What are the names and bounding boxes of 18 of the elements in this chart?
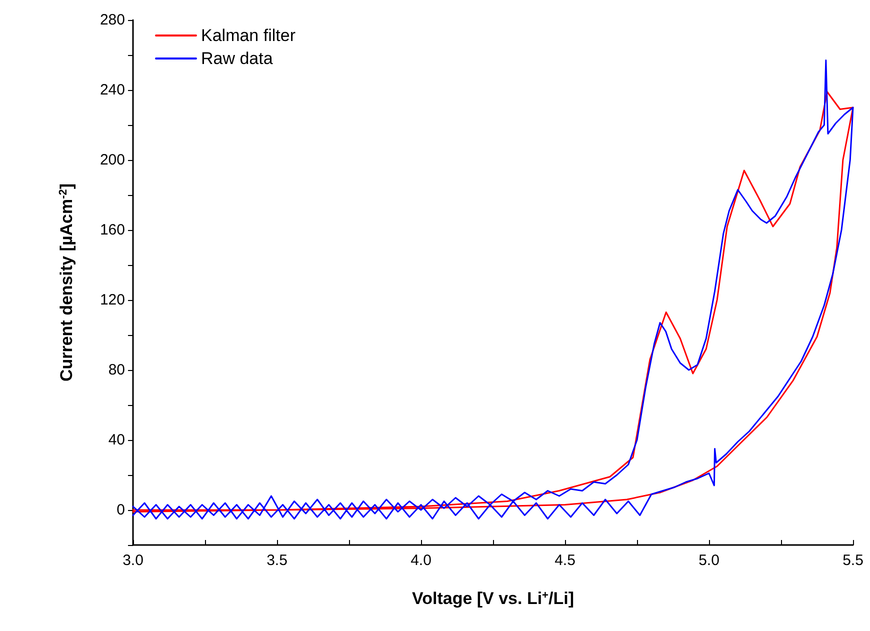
y-tick-label: 80	[108, 362, 125, 378]
y-tick-label: 160	[100, 222, 125, 238]
x-axis-title: Voltage [V vs. Li+/Li]	[412, 589, 574, 608]
x-tick-label: 5.5	[842, 552, 864, 569]
legend-label: Raw data	[201, 49, 274, 68]
y-axis-title: Current density [µAcm-2]	[57, 183, 76, 382]
x-tick-label: 3.5	[266, 552, 288, 569]
y-tick-label: 0	[116, 502, 125, 518]
x-tick-label: 3.0	[122, 552, 144, 569]
y-tick-label: 200	[100, 152, 125, 168]
y-tick-label: 240	[100, 82, 125, 98]
x-tick-label: 4.5	[554, 552, 576, 569]
y-tick-label: 40	[108, 432, 125, 448]
x-tick-label: 4.0	[410, 552, 432, 569]
x-tick-label: 5.0	[698, 552, 720, 569]
y-tick-label: 280	[100, 12, 125, 28]
y-tick-label: 120	[100, 292, 125, 308]
legend-label: Kalman filter	[201, 26, 296, 45]
